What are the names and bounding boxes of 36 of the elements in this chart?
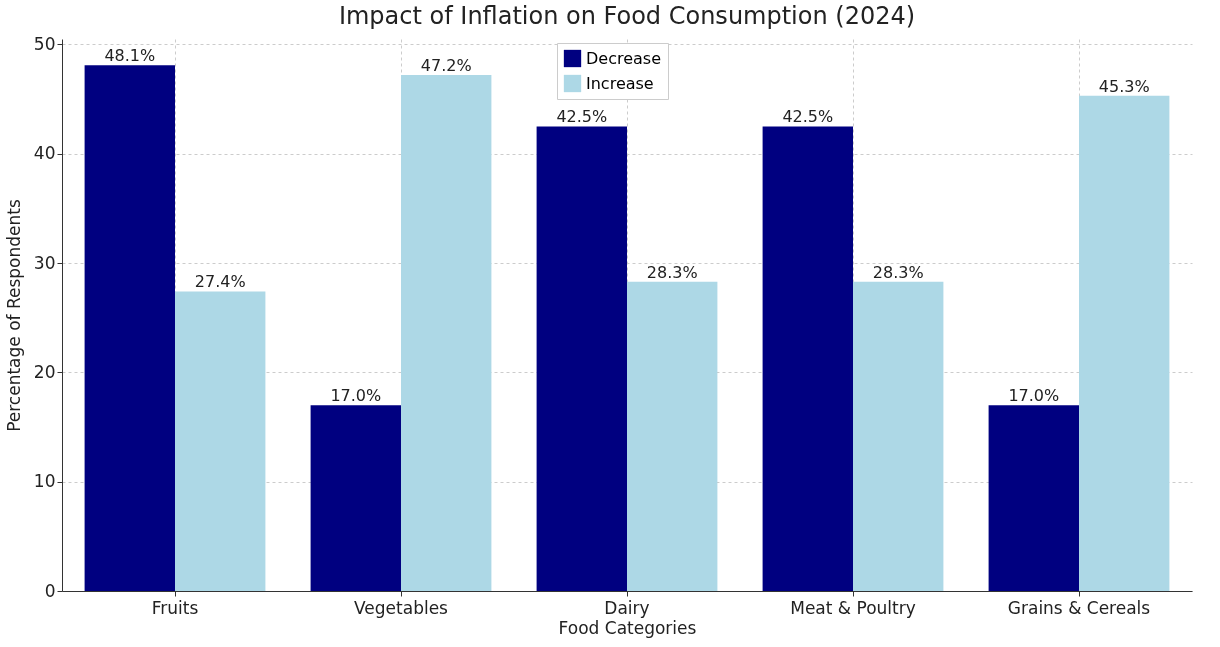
y-tick-label: 10 <box>33 471 56 492</box>
bar <box>175 291 266 591</box>
x-tick-label: Grains & Cereals <box>1007 597 1151 618</box>
y-tick-label: 50 <box>33 33 56 54</box>
y-axis-title: Percentage of Respondents <box>3 199 24 432</box>
bar <box>536 126 627 591</box>
legend-label: Increase <box>586 73 654 93</box>
bar <box>310 405 401 591</box>
bar <box>853 281 944 591</box>
bar <box>401 75 492 591</box>
x-tick-label: Fruits <box>151 597 199 618</box>
y-tick-label: 20 <box>33 361 56 382</box>
data-label: 42.5% <box>556 107 608 127</box>
data-label: 47.2% <box>420 56 472 76</box>
y-tick-label: 0 <box>44 580 56 601</box>
x-tick-label: Dairy <box>604 597 650 618</box>
data-label: 45.3% <box>1098 76 1150 96</box>
bar <box>988 405 1079 591</box>
chart-title: Impact of Inflation on Food Consumption (2024) <box>338 2 916 31</box>
x-tick-label: Vegetables <box>354 597 449 618</box>
data-label: 17.0% <box>330 386 382 406</box>
data-label: 17.0% <box>1008 386 1060 406</box>
x-tick-label: Meat & Poultry <box>790 597 916 618</box>
y-tick-label: 40 <box>33 143 56 164</box>
y-tick-label: 30 <box>33 252 56 273</box>
bar <box>84 65 175 591</box>
data-label: 48.1% <box>104 46 156 66</box>
legend-label: Decrease <box>586 48 662 68</box>
bar <box>627 281 718 591</box>
data-label: 28.3% <box>872 262 924 282</box>
data-label: 42.5% <box>782 107 834 127</box>
data-label: 28.3% <box>646 262 698 282</box>
x-axis-title: Food Categories <box>558 617 697 638</box>
bar <box>1079 95 1170 591</box>
data-label: 27.4% <box>194 272 246 292</box>
bar <box>762 126 853 591</box>
